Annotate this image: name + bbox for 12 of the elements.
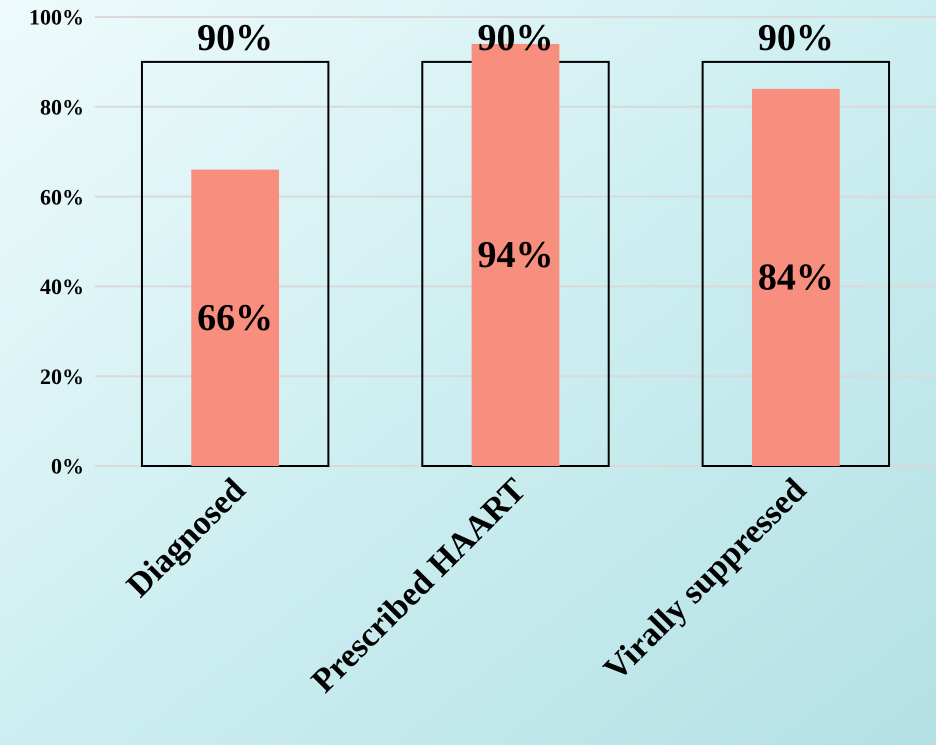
- data-label: 84%: [758, 256, 834, 298]
- y-tick-label: 20%: [40, 364, 84, 389]
- y-tick-label: 80%: [40, 94, 84, 120]
- y-tick-label: 100%: [29, 4, 84, 30]
- y-tick-label: 60%: [40, 184, 84, 210]
- data-label: 90%: [197, 16, 274, 59]
- y-tick-label: 0%: [51, 454, 84, 479]
- data-label: 90%: [478, 16, 554, 59]
- y-tick-label: 40%: [40, 274, 84, 300]
- data-label: 66%: [197, 296, 274, 339]
- data-label: 90%: [758, 16, 834, 59]
- data-label: 94%: [478, 234, 554, 276]
